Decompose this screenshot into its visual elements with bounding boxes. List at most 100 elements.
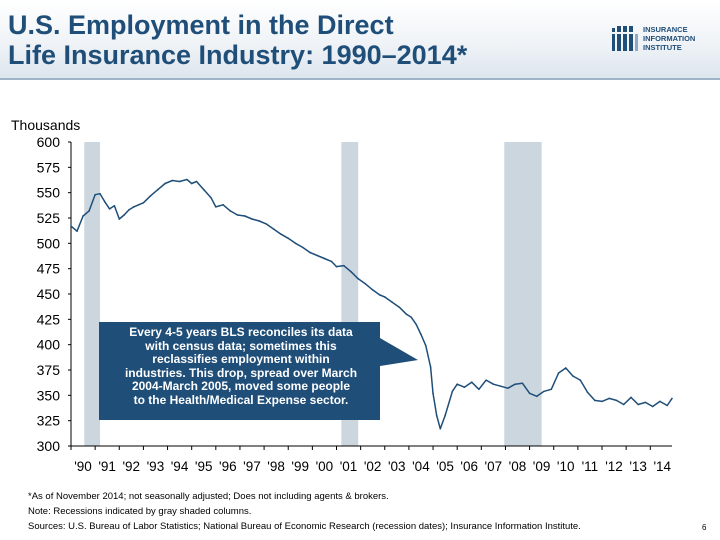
data-point [485,379,487,381]
data-point [323,257,326,260]
data-point [451,390,454,393]
data-point [128,209,130,211]
page-title-line-1: U.S. Employment in the Direct [8,10,394,40]
data-point [405,313,408,316]
data-point [287,237,290,240]
data-point [410,316,413,319]
x-tick-label: '90 [74,459,92,474]
data-point [371,289,374,291]
data-point [251,218,253,220]
x-tick-label: '10 [557,459,575,474]
data-point [420,333,422,336]
y-tick-label: 525 [37,210,61,226]
data-point [622,403,625,406]
data-point [379,294,381,296]
data-point [651,405,654,408]
y-tick-label: 325 [37,413,61,429]
data-point [294,242,297,245]
data-point [202,188,205,191]
data-point [222,204,224,206]
data-point [415,323,417,326]
x-tick-label: '98 [267,459,285,474]
data-point [514,383,516,385]
data-point [164,182,166,185]
data-point [425,344,427,347]
x-tick-label: '94 [171,459,189,474]
data-point [470,381,473,383]
data-point [82,215,84,217]
y-tick-label: 550 [37,185,61,201]
callout-box [99,322,418,420]
data-point [258,220,261,222]
data-point [265,223,268,225]
data-point [243,215,246,217]
data-point [432,392,434,395]
data-point [364,283,367,285]
data-point [99,192,101,195]
data-point [316,254,318,257]
data-point [435,414,438,417]
footnote-sources: Sources: U.S. Bureau of Labor Statistics… [28,521,581,532]
data-point [272,228,275,230]
data-point [210,196,212,199]
data-point [557,372,560,374]
series-lines [70,178,673,430]
y-tick-label: 350 [37,387,61,403]
data-point [186,178,188,181]
x-tick-label: '12 [605,459,623,474]
data-point [149,194,152,197]
page-title-line-2: Life Insurance Industry: 1990–2014* [8,40,468,70]
y-tick-labels: 600 575 550 525 500 475 450 425 400 375 350 325 300 [37,134,71,454]
data-point [456,383,458,385]
data-point [103,200,106,203]
data-point [586,391,589,394]
callout-shape [99,322,418,420]
data-point [463,386,466,389]
data-point [630,396,632,399]
x-tick-label: '00 [316,459,334,474]
data-point [335,265,338,268]
data-point [195,180,198,183]
x-tick-label: '97 [243,459,261,474]
logo-line-3: INSTITUTE [643,43,682,52]
data-point [499,385,502,388]
data-point [572,375,574,377]
x-tick-labels: '90 '91 '92 '93 '94 '95 '96 '97 '98 '99 '00 '01 '02 '… [70,446,672,474]
data-point [521,382,524,384]
x-tick-label: '07 [485,459,503,474]
x-tick-label: '01 [340,459,358,474]
data-point [330,260,333,263]
data-point [215,206,217,208]
iii-logo: INSURANCE INFORMATION INSTITUTE [611,24,711,58]
footnotes: *As of November 2014; not seasonally adj… [28,489,688,534]
page-title: U.S. Employment in the Direct Life Insur… [8,10,568,70]
x-tick-label: '95 [195,459,213,474]
header-band [0,0,720,78]
x-tick-label: '06 [460,459,478,474]
data-point [579,379,582,381]
data-point [309,251,311,254]
data-point [108,208,111,210]
data-point [190,182,193,185]
iii-logo-icon [612,26,638,51]
data-point [615,399,618,402]
x-tick-label: '91 [98,459,116,474]
y-tick-label: 500 [37,235,61,251]
y-tick-label: 375 [37,362,61,378]
data-point [564,367,567,369]
data-point [301,246,304,249]
x-tick-label: '93 [147,459,165,474]
data-point [123,214,125,216]
data-point [236,214,239,216]
data-point [536,395,538,398]
y-tick-label: 475 [37,261,61,277]
data-point [94,193,96,196]
data-point [666,404,668,407]
x-tick-label: '09 [533,459,551,474]
footnote-asterisk: *As of November 2014; not seasonally adj… [28,491,389,502]
x-tick-label: '05 [436,459,454,474]
data-point [671,397,673,400]
data-point [444,414,446,417]
footnote-recession-note: Note: Recessions indicated by gray shade… [28,506,252,517]
data-point [70,225,72,227]
